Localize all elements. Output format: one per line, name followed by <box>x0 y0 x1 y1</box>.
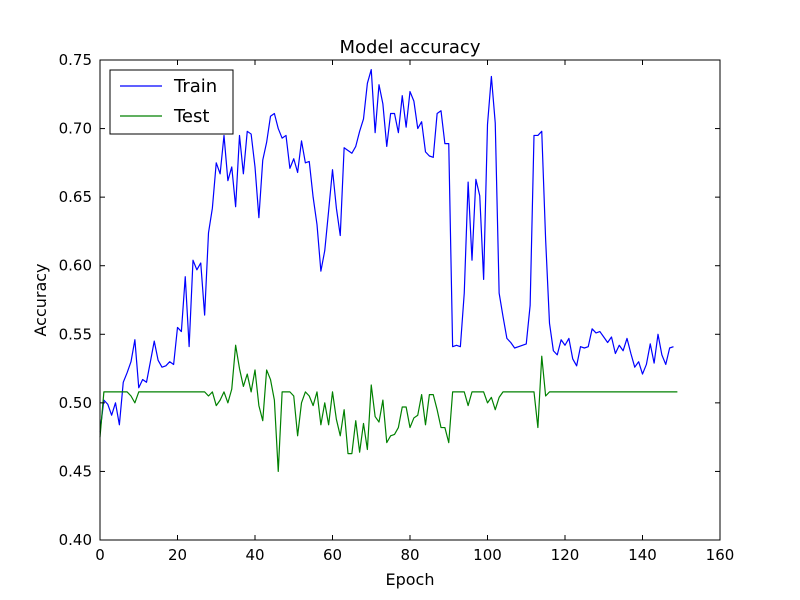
series-line-train <box>99 68 674 432</box>
x-tick-label: 0 <box>95 546 105 564</box>
series-layer <box>99 68 678 473</box>
y-axis-label: Accuracy <box>31 263 50 336</box>
chart-title: Model accuracy <box>340 37 481 58</box>
y-tick-label: 0.60 <box>59 257 92 275</box>
x-tick-label: 120 <box>551 546 580 564</box>
y-tick-label: 0.50 <box>59 394 92 412</box>
y-tick-label: 0.65 <box>59 188 92 206</box>
x-tick-label: 60 <box>323 546 342 564</box>
y-tick-label: 0.55 <box>59 325 92 343</box>
x-axis-label: Epoch <box>386 570 435 589</box>
x-tick-label: 160 <box>706 546 735 564</box>
x-tick-label: 80 <box>400 546 419 564</box>
legend-label-test: Test <box>173 106 209 127</box>
y-tick-label: 0.40 <box>59 531 92 549</box>
legend-label-train: Train <box>173 76 217 97</box>
series-line-test <box>99 344 678 473</box>
y-tick-label: 0.45 <box>59 462 92 480</box>
y-tick-label: 0.70 <box>59 120 92 138</box>
x-axis: 0 20 40 60 80 100 120 140 160 <box>95 60 734 564</box>
legend: Train Test <box>109 69 234 135</box>
y-axis: 0.40 0.45 0.50 0.55 0.60 0.65 0.70 0.75 <box>59 51 720 549</box>
x-tick-label: 100 <box>473 546 502 564</box>
legend-box <box>109 69 234 135</box>
x-tick-label: 20 <box>168 546 187 564</box>
x-tick-label: 40 <box>245 546 264 564</box>
y-tick-label: 0.75 <box>59 51 92 69</box>
x-tick-label: 140 <box>628 546 657 564</box>
